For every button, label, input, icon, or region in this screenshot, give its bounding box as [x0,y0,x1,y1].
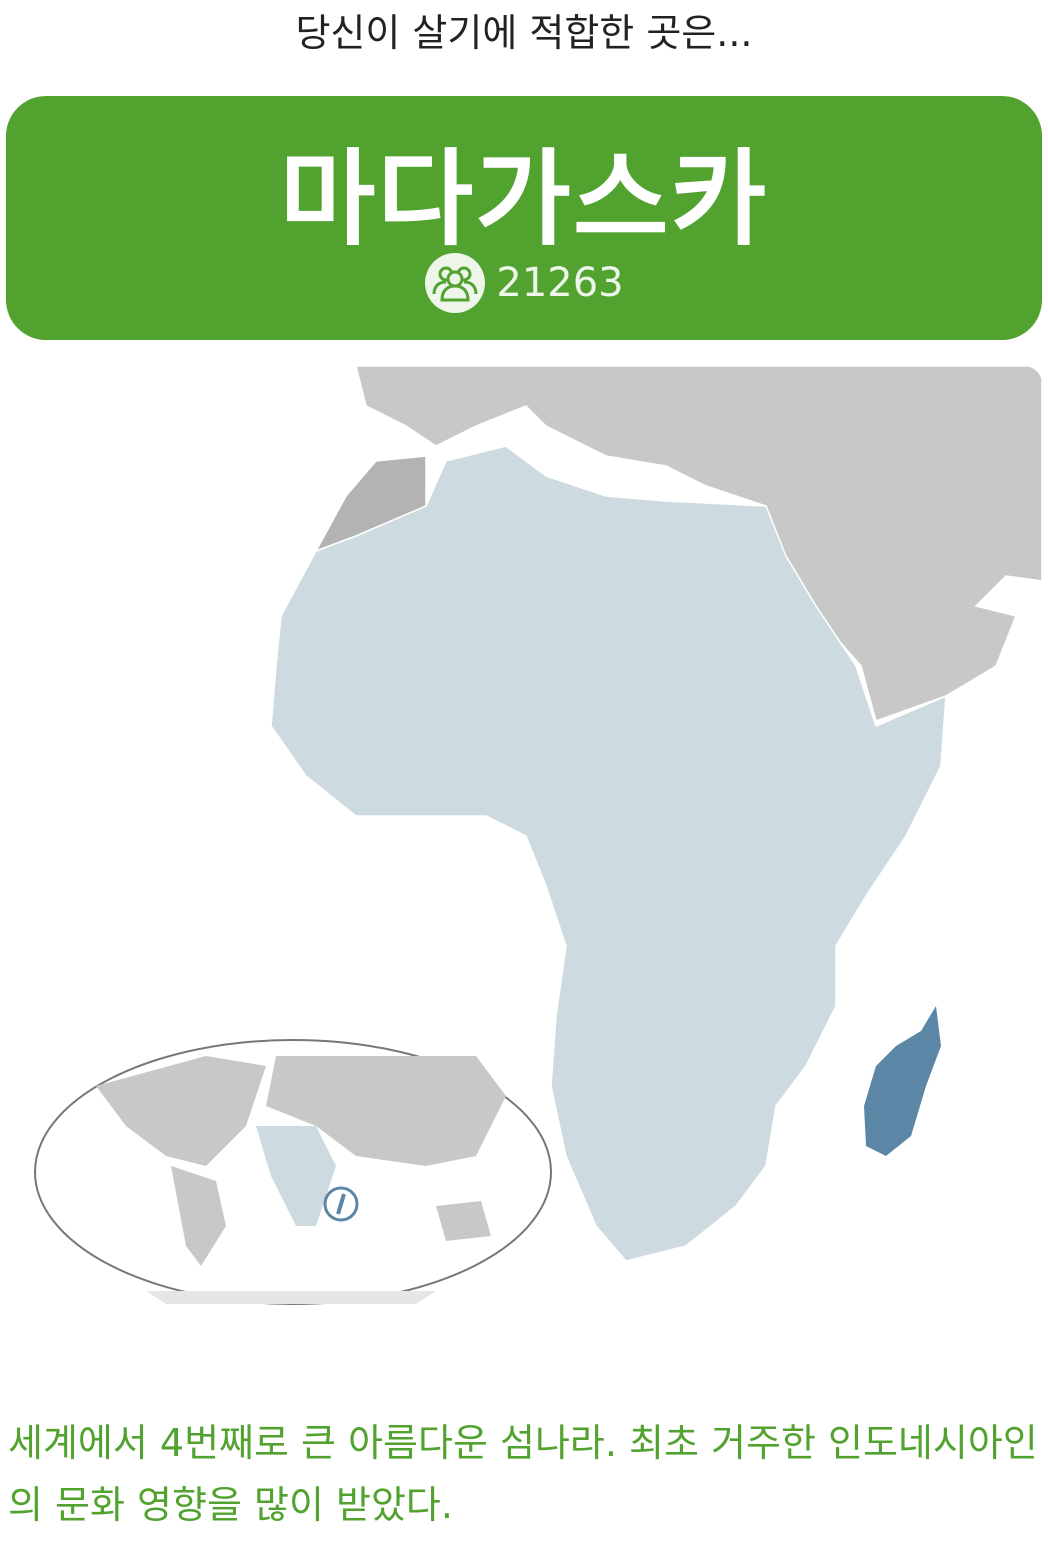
vote-count-row: 21263 [6,252,1042,314]
location-map [6,366,1042,1326]
vote-count: 21263 [496,260,624,306]
country-description: 세계에서 4번째로 큰 아름다운 섬나라. 최초 거주한 인도네시아인의 문화 … [8,1421,1038,1527]
world-inset-map [34,1039,552,1305]
result-subtitle: 당신이 살기에 적합한 곳은... [295,11,753,55]
country-name: 마다가스카 [279,138,769,260]
madagascar-locator-icon [323,1186,359,1222]
people-group-icon [425,253,486,313]
madagascar-highlight [864,1006,941,1156]
africa-landmass [270,445,947,1262]
result-banner: 마다가스카 21263 [6,96,1042,340]
